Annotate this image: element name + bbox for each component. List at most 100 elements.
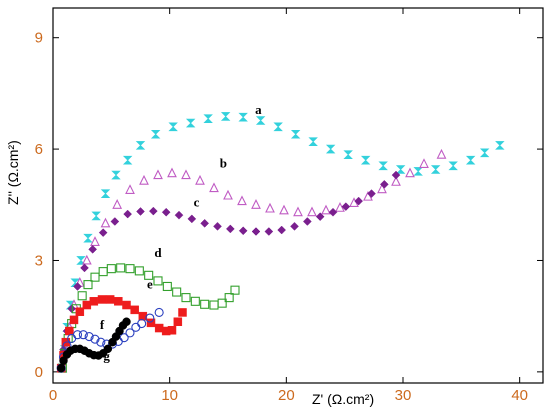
data-point-b [405, 167, 415, 178]
y-tick-label: 6 [35, 141, 43, 158]
data-point-b [237, 195, 247, 206]
data-point-b [279, 204, 289, 215]
x-tick-label: 30 [395, 387, 412, 404]
data-point-f [90, 334, 100, 344]
data-point-b [293, 206, 303, 217]
data-point-f [72, 330, 83, 340]
data-point-e [89, 297, 99, 306]
data-point-d [125, 264, 135, 274]
y-tick-label: 0 [35, 364, 43, 381]
data-point-c [238, 226, 248, 236]
series-labels: a b c d e f g [100, 102, 262, 364]
data-point-f [145, 313, 155, 323]
series-a [57, 112, 505, 373]
data-point-c [379, 180, 389, 189]
data-point-b [90, 236, 100, 246]
data-point-b [209, 182, 219, 193]
data-point-a [395, 165, 406, 174]
data-point-b [307, 206, 317, 217]
data-point-f [119, 333, 129, 343]
y-axis-title: Z'' (Ω.cm²) [5, 140, 21, 205]
data-point-c [302, 217, 312, 226]
series-label-b: b [220, 156, 227, 171]
data-point-b [377, 183, 387, 194]
data-point-e [167, 326, 177, 335]
data-point-d [144, 270, 154, 280]
y-tick-label: 3 [35, 252, 43, 269]
data-point-a [479, 148, 490, 158]
data-point-e [122, 300, 131, 310]
data-point-f [125, 328, 135, 338]
data-point-c [225, 224, 235, 234]
data-point-e [75, 307, 85, 316]
series-label-d: d [154, 245, 162, 260]
data-point-c [187, 214, 197, 224]
y-tick-label: 9 [35, 30, 43, 47]
x-tick-label: 20 [278, 387, 295, 404]
data-point-g [56, 363, 66, 373]
data-point-b [335, 202, 345, 212]
data-point-d [153, 276, 163, 286]
data-point-c [148, 206, 158, 216]
data-point-a [111, 170, 121, 180]
data-point-c [391, 170, 401, 180]
data-point-c [88, 244, 98, 254]
data-point-c [161, 207, 171, 217]
data-point-d [217, 298, 227, 308]
axis-ticks: 0 10 20 30 40 0 3 6 9 [35, 8, 543, 404]
data-point-d [116, 263, 126, 273]
data-point-b [391, 176, 401, 186]
data-point-a [150, 129, 161, 139]
data-point-a [360, 155, 371, 165]
data-point-c [290, 221, 299, 231]
data-point-d [200, 299, 210, 309]
series-label-e: e [147, 276, 153, 291]
data-point-a [185, 118, 196, 128]
data-point-a [255, 116, 266, 125]
x-axis-title: Z' (Ω.cm²) [312, 391, 374, 407]
data-point-c [264, 227, 274, 236]
data-point-d [162, 281, 172, 292]
data-point-a [91, 211, 101, 221]
data-point-d [181, 293, 191, 303]
plot-frame [52, 7, 544, 384]
data-point-e [114, 297, 123, 306]
data-point-c [123, 209, 133, 219]
data-point-f [137, 319, 147, 329]
x-tick-label: 40 [511, 387, 528, 404]
data-point-a [325, 144, 336, 154]
data-point-c [315, 212, 325, 222]
data-point-b [100, 217, 111, 228]
data-point-e [65, 326, 74, 336]
data-point-d [230, 285, 240, 295]
data-point-f [131, 322, 141, 332]
data-point-a [76, 256, 86, 265]
data-point-f [78, 330, 88, 340]
data-point-b [125, 184, 135, 194]
series-label-c: c [194, 195, 200, 210]
data-point-d [83, 280, 93, 290]
data-point-b [265, 202, 275, 213]
data-point-a [100, 189, 111, 198]
data-point-a [290, 129, 301, 139]
data-point-c [200, 218, 210, 228]
series-label-f: f [100, 317, 105, 332]
data-point-c [328, 207, 338, 217]
series-label-g: g [103, 349, 110, 364]
data-point-c [98, 228, 108, 237]
data-point-a [495, 141, 505, 150]
data-point-b [167, 167, 177, 178]
data-point-a [83, 233, 93, 243]
data-point-b [139, 174, 149, 185]
data-point-a [135, 141, 146, 150]
data-point-a [378, 161, 388, 171]
data-point-e [178, 308, 187, 317]
data-point-f [154, 307, 164, 318]
data-point-d [98, 267, 108, 277]
data-point-e [173, 317, 183, 326]
data-point-c [67, 304, 77, 314]
data-point-a [448, 161, 458, 171]
data-point-b [436, 148, 447, 159]
x-tick-label: 10 [161, 387, 178, 404]
